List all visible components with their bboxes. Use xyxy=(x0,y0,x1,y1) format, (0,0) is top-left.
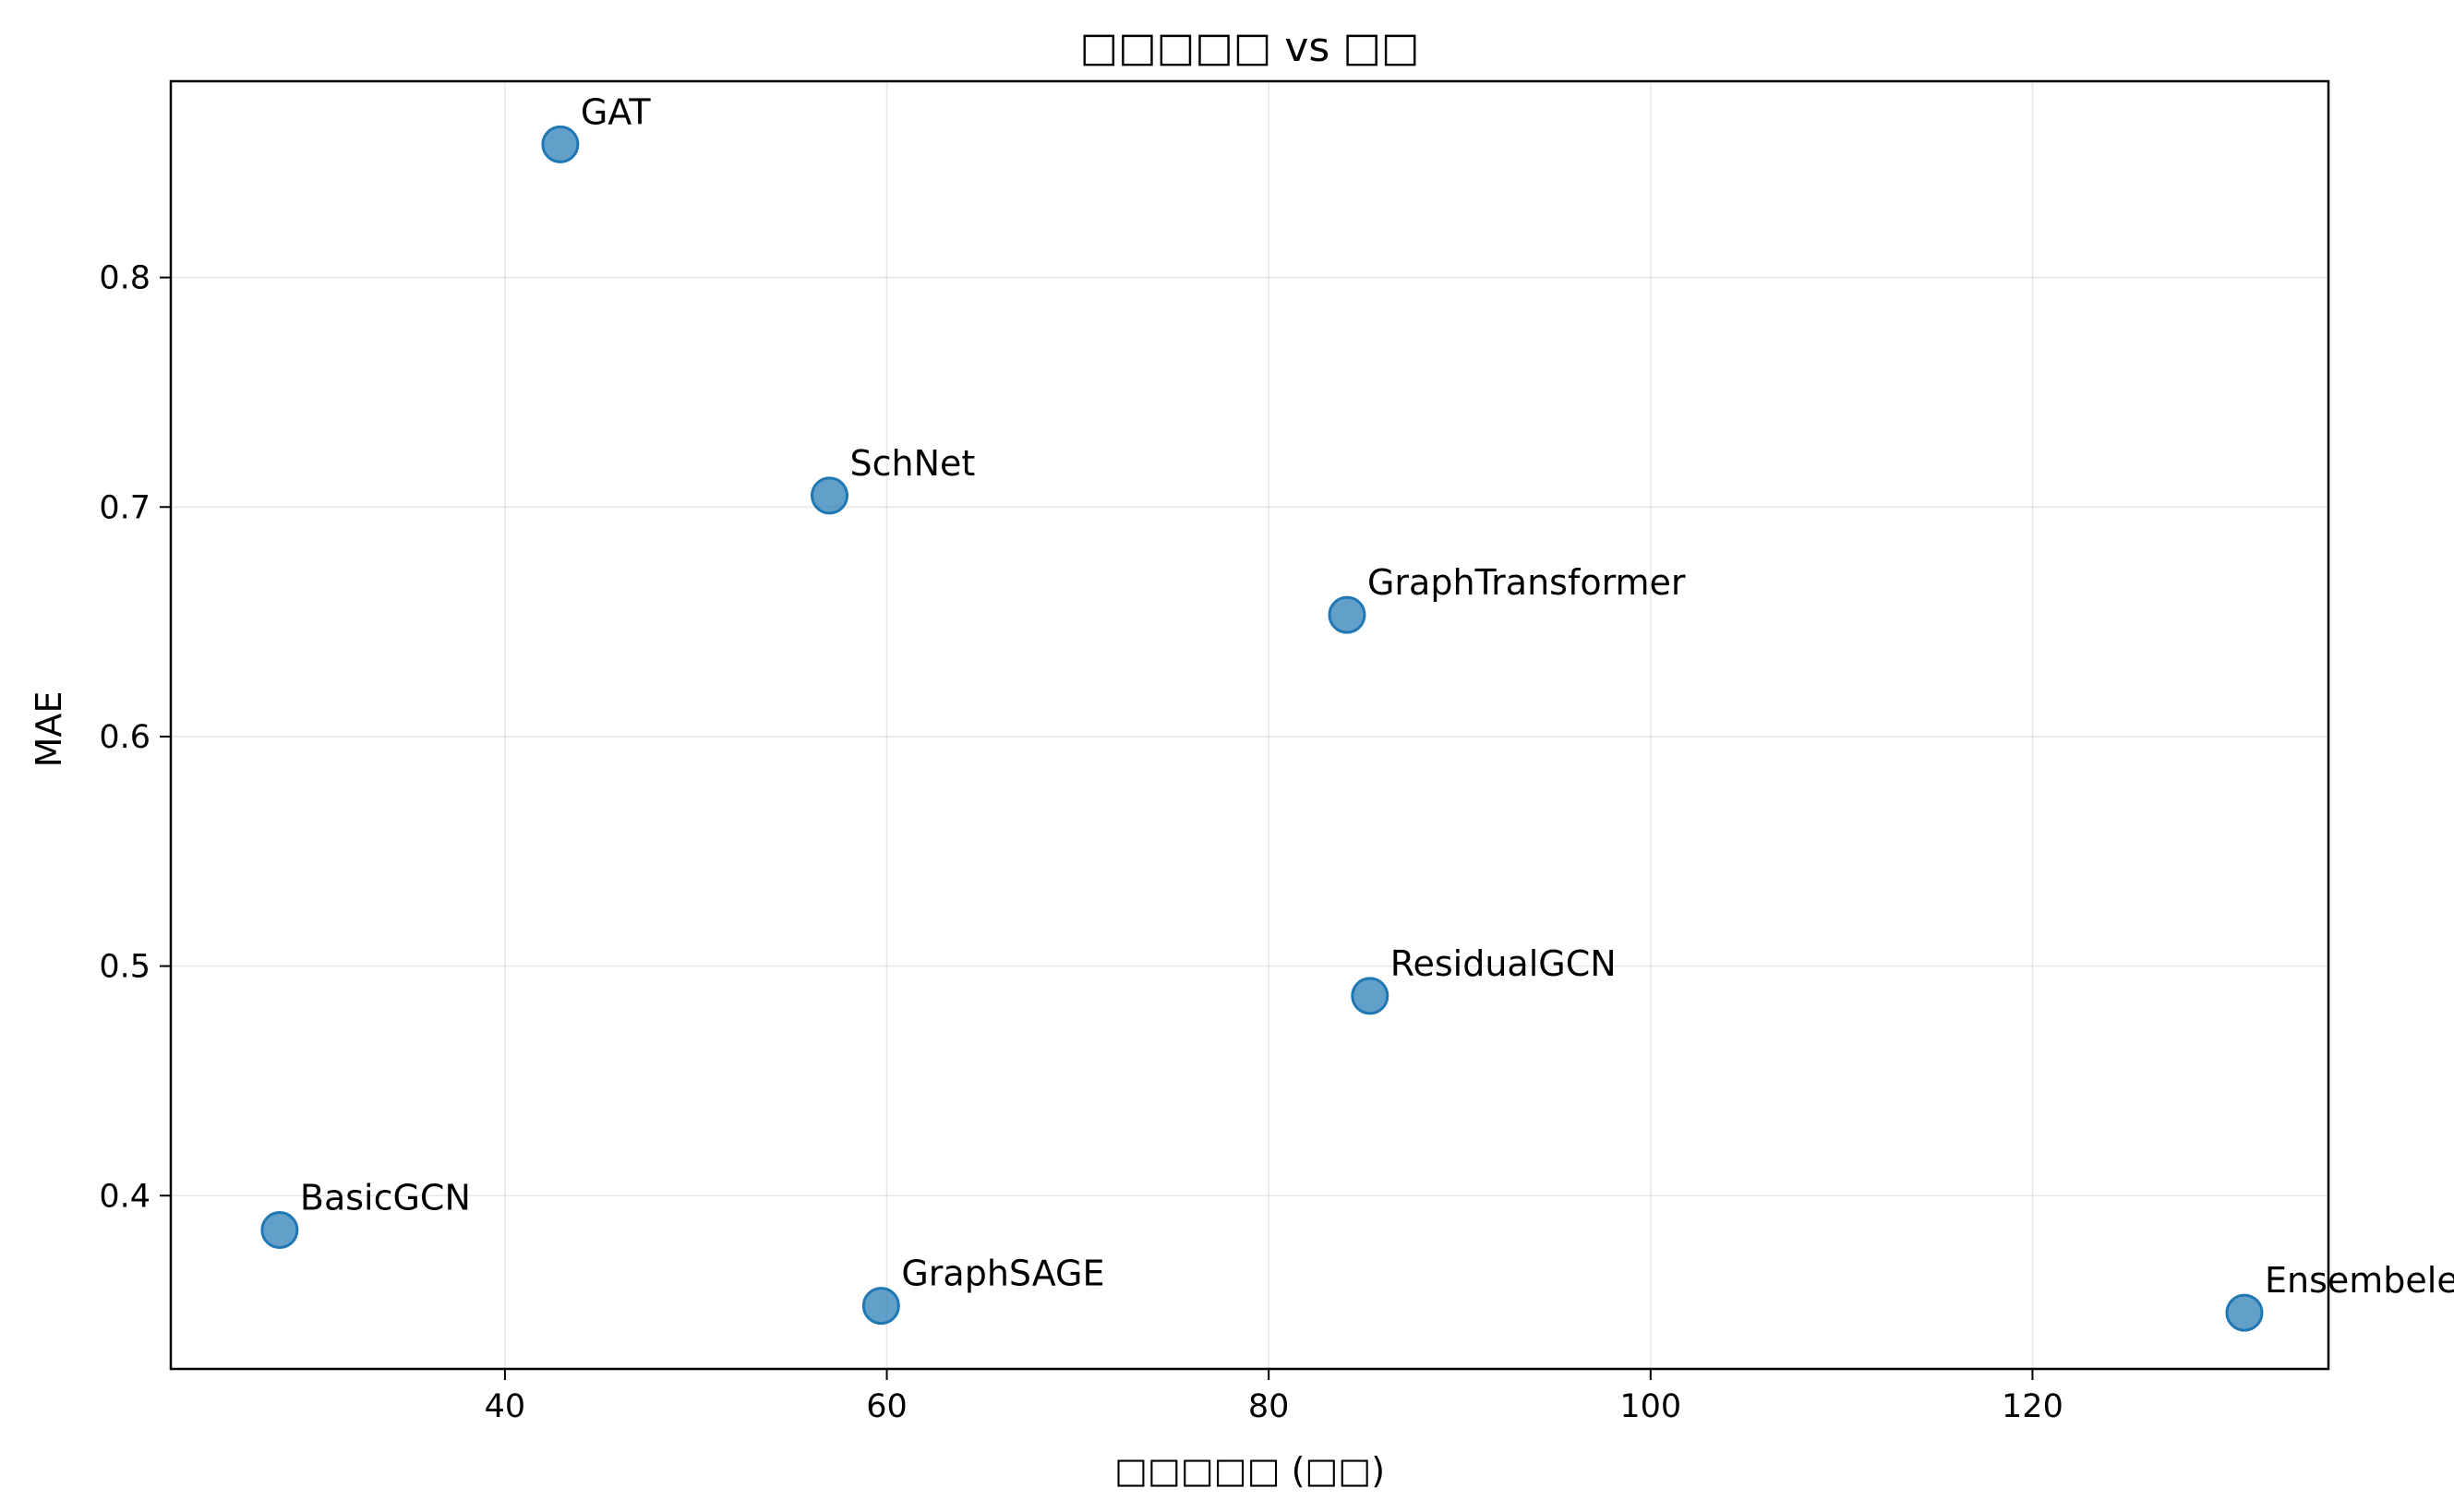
data-point xyxy=(811,476,849,515)
point-labels: GAT SchNet GraphTransformer ResidualGCN Basi… xyxy=(300,91,2454,1301)
y-tick-label: 0.8 xyxy=(99,260,150,297)
point-label: GraphSAGE xyxy=(901,1254,1104,1294)
y-axis-title: MAE xyxy=(29,691,69,768)
data-point xyxy=(1351,977,1389,1015)
x-axis-title: □□□□□ (□□) xyxy=(1114,1450,1385,1491)
data-point xyxy=(1328,595,1366,634)
point-label: GAT xyxy=(581,91,651,132)
y-axis-ticks: 0.4 0.5 0.6 0.7 0.8 xyxy=(99,260,171,1215)
data-point xyxy=(260,1211,299,1250)
data-point xyxy=(2225,1293,2264,1332)
point-label: GraphTransformer xyxy=(1367,562,1686,603)
x-tick-label: 60 xyxy=(866,1388,908,1425)
x-tick-label: 80 xyxy=(1248,1388,1290,1425)
chart-title: □□□□□ vs □□ xyxy=(1080,24,1420,71)
data-point xyxy=(861,1287,900,1326)
y-tick-label: 0.6 xyxy=(99,719,150,756)
point-label: Ensembele xyxy=(2265,1260,2454,1301)
y-tick-label: 0.5 xyxy=(99,949,150,986)
point-label: ResidualGCN xyxy=(1390,943,1617,984)
y-tick-label: 0.7 xyxy=(99,489,150,526)
x-axis-ticks: 40 60 80 100 120 xyxy=(485,1369,2063,1425)
plot-area-frame xyxy=(169,79,2330,1371)
point-label: SchNet xyxy=(850,443,976,484)
x-tick-label: 100 xyxy=(1619,1388,1681,1425)
data-point xyxy=(541,125,580,163)
grid-lines xyxy=(171,81,2328,1369)
point-label: BasicGCN xyxy=(300,1178,471,1218)
x-tick-label: 120 xyxy=(2002,1388,2063,1425)
data-points xyxy=(260,125,2264,1332)
x-tick-label: 40 xyxy=(485,1388,526,1425)
y-tick-label: 0.4 xyxy=(99,1178,150,1215)
